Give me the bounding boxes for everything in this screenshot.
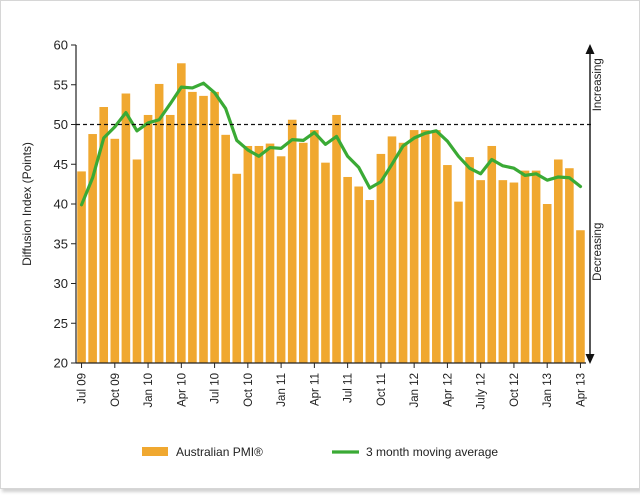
bar-pmi-43 xyxy=(554,159,563,363)
x-tick-label-36: July 12 xyxy=(476,373,488,409)
bar-pmi-3 xyxy=(111,139,120,363)
bar-pmi-26 xyxy=(366,200,375,363)
x-tick-label-0: Jul 09 xyxy=(77,373,89,404)
bar-pmi-38 xyxy=(499,180,508,363)
bar-pmi-41 xyxy=(532,171,541,363)
bar-pmi-11 xyxy=(199,96,208,363)
y-tick-label-60: 60 xyxy=(54,38,68,53)
bar-pmi-25 xyxy=(354,187,363,363)
x-tick-label-45: Apr 13 xyxy=(575,373,587,407)
x-tick-label-9: Apr 10 xyxy=(176,373,188,407)
legend-swatch-pmi xyxy=(142,447,168,456)
bar-pmi-17 xyxy=(266,144,275,363)
x-tick-label-18: Jan 11 xyxy=(276,373,288,407)
bar-pmi-37 xyxy=(487,146,496,363)
bar-pmi-15 xyxy=(244,146,253,363)
y-tick-label-20: 20 xyxy=(54,356,68,371)
bar-pmi-16 xyxy=(255,146,264,363)
decreasing-label: Decreasing xyxy=(592,223,604,281)
bar-pmi-9 xyxy=(177,63,186,363)
bar-pmi-39 xyxy=(510,183,519,363)
bar-pmi-22 xyxy=(321,163,330,363)
bar-pmi-10 xyxy=(188,92,197,363)
chart-frame: 20 25 30 35 40 45 50 55 60 Diffusion Index (Point… xyxy=(0,0,640,489)
bar-pmi-24 xyxy=(343,177,352,363)
bar-pmi-35 xyxy=(465,157,474,363)
bar-pmi-32 xyxy=(432,130,441,363)
y-tick-label-35: 35 xyxy=(54,236,68,251)
bar-pmi-30 xyxy=(410,130,419,363)
arrow-down-icon xyxy=(586,354,595,364)
bar-pmi-7 xyxy=(155,84,164,363)
y-axis-title: Diffusion Index (Points) xyxy=(20,142,34,266)
x-tick-label-39: Oct 12 xyxy=(509,373,521,407)
bar-pmi-6 xyxy=(144,115,153,363)
bar-pmi-23 xyxy=(332,115,341,363)
y-tick-label-25: 25 xyxy=(54,316,68,331)
bar-pmi-13 xyxy=(221,135,230,363)
bar-pmi-31 xyxy=(421,130,430,363)
y-tick-label-30: 30 xyxy=(54,276,68,291)
bar-pmi-33 xyxy=(443,165,452,363)
x-tick-label-3: Oct 09 xyxy=(110,373,122,407)
bar-pmi-42 xyxy=(543,204,552,363)
bar-pmi-4 xyxy=(122,94,131,364)
bar-pmi-34 xyxy=(454,202,463,363)
bar-pmi-40 xyxy=(521,171,530,363)
arrow-up-icon xyxy=(586,44,595,54)
bar-pmi-8 xyxy=(166,115,175,363)
y-tick-label-40: 40 xyxy=(54,197,68,212)
x-tick-label-24: Jul 11 xyxy=(343,373,355,403)
y-tick-label-45: 45 xyxy=(54,157,68,172)
bar-pmi-20 xyxy=(299,143,308,363)
bar-pmi-5 xyxy=(133,159,142,363)
bar-pmi-44 xyxy=(565,168,574,363)
x-tick-label-30: Jan 12 xyxy=(409,373,421,408)
x-tick-label-33: Apr 12 xyxy=(442,373,454,407)
y-tick-label-50: 50 xyxy=(54,117,68,132)
bar-pmi-45 xyxy=(576,230,585,363)
x-tick-label-12: Jul 10 xyxy=(210,373,222,404)
bar-pmi-12 xyxy=(210,92,219,363)
y-tick-label-55: 55 xyxy=(54,77,68,92)
x-tick-label-42: Jan 13 xyxy=(542,373,554,408)
x-tick-label-27: Oct 11 xyxy=(376,373,388,406)
bar-pmi-36 xyxy=(476,180,485,363)
bar-pmi-18 xyxy=(277,156,286,363)
x-tick-label-15: Oct 10 xyxy=(243,373,255,407)
legend-label-ma: 3 month moving average xyxy=(366,445,498,459)
bar-pmi-21 xyxy=(310,130,319,363)
bar-pmi-19 xyxy=(288,120,297,363)
legend-label-pmi: Australian PMI® xyxy=(176,445,263,459)
bar-pmi-29 xyxy=(399,143,408,363)
increasing-label: Increasing xyxy=(592,58,604,111)
bar-pmi-14 xyxy=(232,174,241,363)
x-tick-label-6: Jan 10 xyxy=(143,373,155,408)
x-tick-label-21: Apr 11 xyxy=(309,373,321,406)
